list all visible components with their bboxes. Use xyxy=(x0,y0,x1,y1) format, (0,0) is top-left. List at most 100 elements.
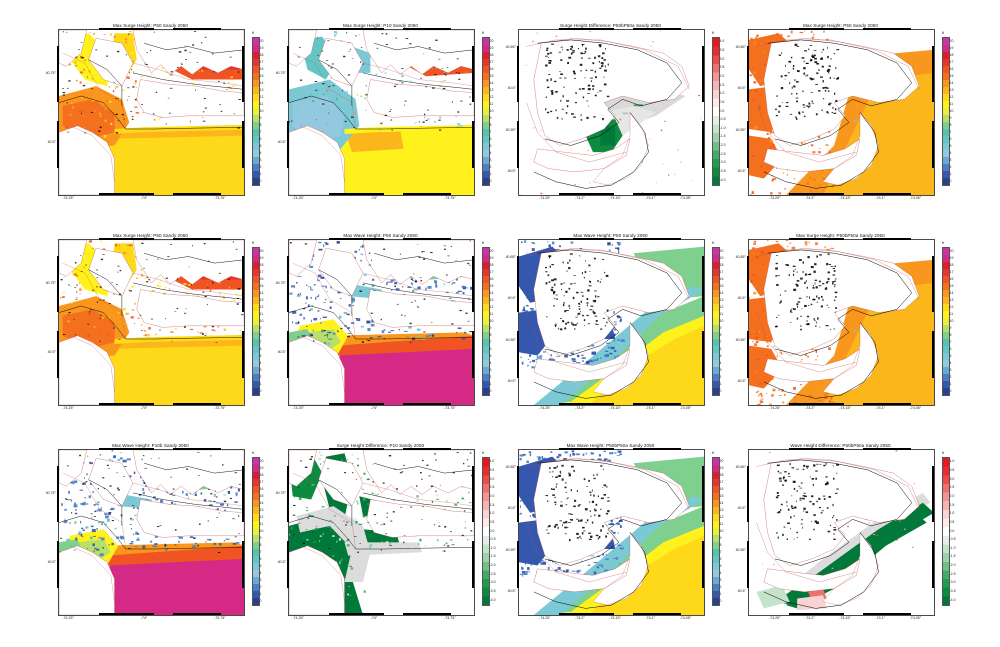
colorbar-tick-label: -3.0 xyxy=(949,580,956,585)
y-tick-label: 40.65° xyxy=(505,255,516,260)
colorbar-unit-label: ft xyxy=(712,241,714,245)
axis-edge-mark-right-1 xyxy=(242,541,244,588)
colorbar-tick-label: 20 xyxy=(719,248,724,253)
x-tick-label: -74.25° xyxy=(292,196,304,200)
colorbar-tick-label: -2.0 xyxy=(489,563,496,568)
colorbar-tick-label: 1 xyxy=(949,381,952,386)
colorbar-tick-label: 4 xyxy=(259,570,262,575)
colorbar-tick-label: -2.5 xyxy=(719,151,726,156)
y-tick-label: 40.5° xyxy=(507,588,516,593)
colorbar-tick-label: 0.5 xyxy=(489,519,495,524)
colorbar-tick-label: 16 xyxy=(489,276,494,281)
colorbar-tick-label: -1.5 xyxy=(489,554,496,559)
colorbar-tick-label: 13 xyxy=(949,87,954,92)
colorbar-tick-label: 1 xyxy=(949,171,952,176)
axis-edge-mark-top-0 xyxy=(98,238,155,240)
colorbar-tick-label: 2.0 xyxy=(949,493,955,498)
colorbar-tick-label: 18 xyxy=(719,472,724,477)
colorbar-tick-label: 2.5 xyxy=(949,485,955,490)
y-tick-label: 40.5° xyxy=(507,378,516,383)
colorbar-tick-label: 15 xyxy=(949,73,954,78)
axis-edge-mark-top-0 xyxy=(98,448,155,450)
y-tick-label: 40.5° xyxy=(737,588,746,593)
colorbar-unit-label: ft xyxy=(942,451,944,455)
map-axes xyxy=(58,449,245,616)
colorbar-unit-label: ft xyxy=(252,31,254,35)
colorbar-tick-label: 1.0 xyxy=(719,91,725,96)
colorbar-tick-label: 2 xyxy=(259,164,262,169)
axis-edge-mark-right-0 xyxy=(242,45,244,102)
axis-edge-mark-right-1 xyxy=(702,541,704,588)
colorbar-tick-label: 13 xyxy=(719,297,724,302)
x-tick-label: -74.25° xyxy=(768,406,781,410)
colorbar-tick-label: 1 xyxy=(719,591,722,596)
axis-edge-mark-bottom-0 xyxy=(328,193,385,195)
axis-edge-mark-right-1 xyxy=(932,541,934,588)
x-tick-label: -74.1° xyxy=(645,406,656,410)
map-axes xyxy=(288,239,475,406)
x-tick-label: -74.05° xyxy=(909,406,922,410)
map-panel-3: Surge Height Difference: P50bP50a Sandy … xyxy=(506,22,734,207)
panel-title: Wave Height Difference: P50bP50a Sandy 2… xyxy=(790,443,891,448)
y-tick-label: 40.55° xyxy=(505,337,516,342)
map-panel-6: Max Wave Height: P50 Sandy 2050 -74.25° -7… xyxy=(276,232,504,417)
colorbar-tick-label: 11 xyxy=(719,521,724,526)
colorbar-tick-label: 20 xyxy=(259,458,264,463)
colorbar-tick-label: 12 xyxy=(489,94,494,99)
colorbar-tick-label: 4 xyxy=(259,150,262,155)
colorbar-tick-label: 11 xyxy=(259,521,264,526)
colorbar-tick-label: 20 xyxy=(949,38,954,43)
colorbar-tick-label: 12 xyxy=(259,304,264,309)
map-axes xyxy=(58,239,245,406)
colorbar-tick-label: -3.5 xyxy=(719,169,726,174)
colorbar-tick-label: 19 xyxy=(949,255,954,260)
map-axes xyxy=(58,29,245,196)
colorbar-tick-label: -1.5 xyxy=(949,554,956,559)
colorbar-tick-label: 7 xyxy=(489,339,492,344)
map-panel-10: Surge Height Difference: P10 Sandy 2050 -… xyxy=(276,442,504,627)
colorbar-unit-label: ft xyxy=(712,31,714,35)
x-tick-label: -74.15° xyxy=(839,196,851,200)
colorbar-tick-label: 10 xyxy=(489,318,494,323)
x-tick-label: -74.1° xyxy=(875,406,886,410)
colorbar-gradient xyxy=(482,37,490,186)
colorbar: ft 20 19 18 17 16 15 14 13 12 11 10 9 8 7 6 5 4 3 2 1 0 xyxy=(252,451,263,606)
axis-edge-mark-left-0 xyxy=(517,45,519,102)
colorbar-tick-label: 11 xyxy=(259,101,264,106)
colorbar-tick-label: 3 xyxy=(259,577,262,582)
y-tick-label: 40.75° xyxy=(275,280,286,285)
colorbar-tick-label: 18 xyxy=(719,262,724,267)
y-tick-label: 40.6° xyxy=(507,506,516,511)
panel-title: Max Surge Height: P50 Sandy 2050 xyxy=(803,23,878,28)
colorbar-tick-label: 12 xyxy=(719,304,724,309)
axis-edge-mark-top-1 xyxy=(862,28,911,30)
colorbar-tick-label: 17 xyxy=(259,59,264,64)
axis-edge-mark-top-0 xyxy=(558,448,615,450)
x-tick-label: -73.75° xyxy=(214,196,226,200)
map-panel-4: Max Surge Height: P50 Sandy 2050 -74.25° -… xyxy=(736,22,964,207)
axis-edge-mark-top-1 xyxy=(172,238,221,240)
colorbar-tick-label: 20 xyxy=(949,248,954,253)
colorbar-tick-label: 6 xyxy=(489,346,492,351)
colorbar-tick-label: 8 xyxy=(489,122,492,127)
colorbar-tick-label: 19 xyxy=(489,255,494,260)
axis-edge-mark-top-1 xyxy=(632,238,681,240)
y-tick-label: 40.75° xyxy=(45,70,56,75)
colorbar-tick-label: -2.5 xyxy=(949,571,956,576)
axis-edge-mark-right-1 xyxy=(702,121,704,168)
x-tick-label: -74.25° xyxy=(538,406,551,410)
axis-edge-mark-bottom-0 xyxy=(558,613,615,615)
axis-edge-mark-bottom-1 xyxy=(632,403,681,405)
axis-edge-mark-left-1 xyxy=(57,331,59,378)
axis-edge-mark-left-0 xyxy=(747,255,749,312)
colorbar-tick-label: 14 xyxy=(489,80,494,85)
colorbar: ft 4.0 3.5 3.0 2.5 2.0 1.5 1.0 0.5 0.0 -0.5 -1.0 -1.… xyxy=(482,451,496,606)
x-tick-label: -74.1° xyxy=(645,196,656,200)
colorbar: ft 20 19 18 17 16 15 14 13 12 11 10 9 8 7 6 5 4 3 2 1 0 xyxy=(482,31,493,186)
colorbar-tick-label: 19 xyxy=(259,465,264,470)
x-tick-label: -74.2° xyxy=(805,196,815,200)
colorbar-tick-label: 3 xyxy=(949,157,952,162)
y-tick-label: 40.55° xyxy=(735,337,746,342)
colorbar-tick-label: 0 xyxy=(259,178,262,183)
colorbar-tick-label: 5 xyxy=(259,563,262,568)
